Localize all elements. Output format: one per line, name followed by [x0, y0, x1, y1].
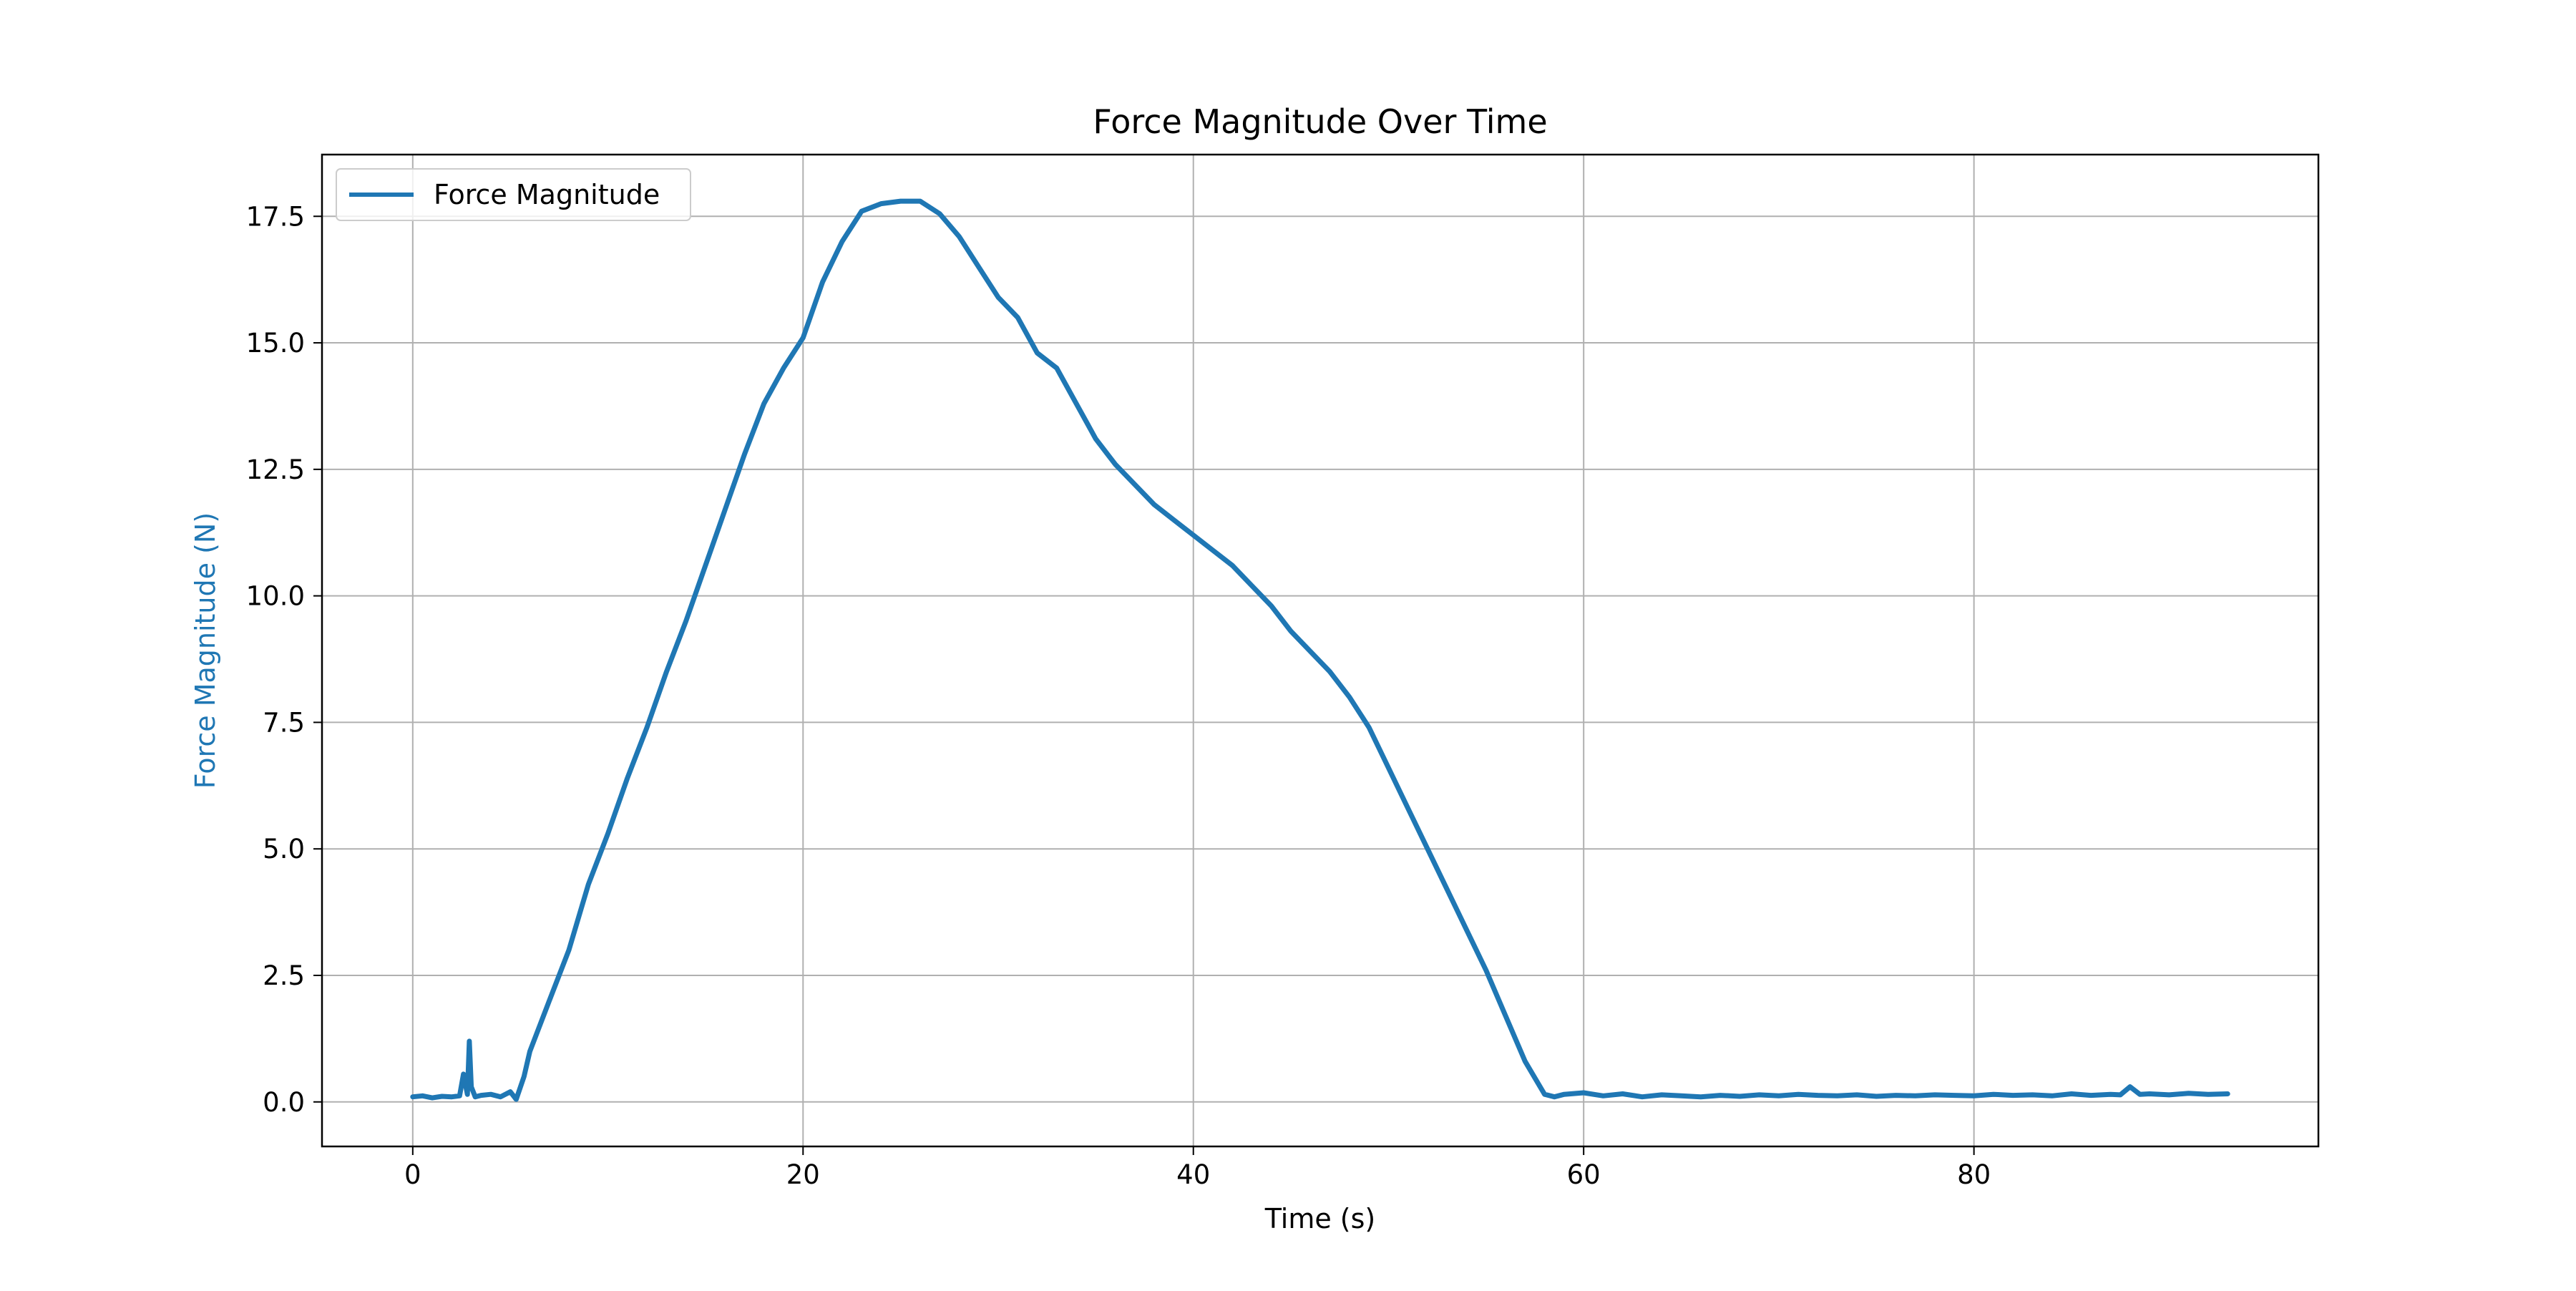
- ticks-layer: 0 20 40 60 80 0.0 2.5 5.0 7.5 10.0 12.5 15.0 17.5: [246, 201, 1991, 1190]
- x-tick-label: 20: [786, 1159, 820, 1190]
- y-tick-label: 5.0: [263, 834, 305, 864]
- plot-background: [322, 155, 2318, 1146]
- y-tick-label: 12.5: [246, 454, 305, 485]
- x-axis-label: Time (s): [1264, 1203, 1376, 1234]
- series-line-force-magnitude: [410, 198, 2230, 1102]
- grid-layer: [322, 155, 2318, 1146]
- x-tick-label: 40: [1176, 1159, 1210, 1190]
- plot-frame: [321, 153, 2320, 1148]
- y-tick-label: 17.5: [246, 201, 305, 232]
- legend: Force Magnitude: [336, 168, 691, 221]
- y-tick-label: 10.0: [246, 581, 305, 612]
- y-tick-label: 2.5: [263, 960, 305, 991]
- y-tick-label: 0.0: [263, 1087, 305, 1118]
- y-tick-label: 7.5: [263, 707, 305, 738]
- x-tick-label: 60: [1567, 1159, 1601, 1190]
- legend-label: Force Magnitude: [434, 179, 660, 210]
- y-axis-label: Force Magnitude (N): [190, 512, 221, 789]
- series-layer: [410, 198, 2230, 1102]
- x-tick-label: 0: [404, 1159, 421, 1190]
- y-tick-label: 15.0: [246, 328, 305, 359]
- legend-box: [336, 168, 691, 221]
- x-tick-label: 80: [1957, 1159, 1991, 1190]
- chart-title: Force Magnitude Over Time: [1093, 102, 1547, 141]
